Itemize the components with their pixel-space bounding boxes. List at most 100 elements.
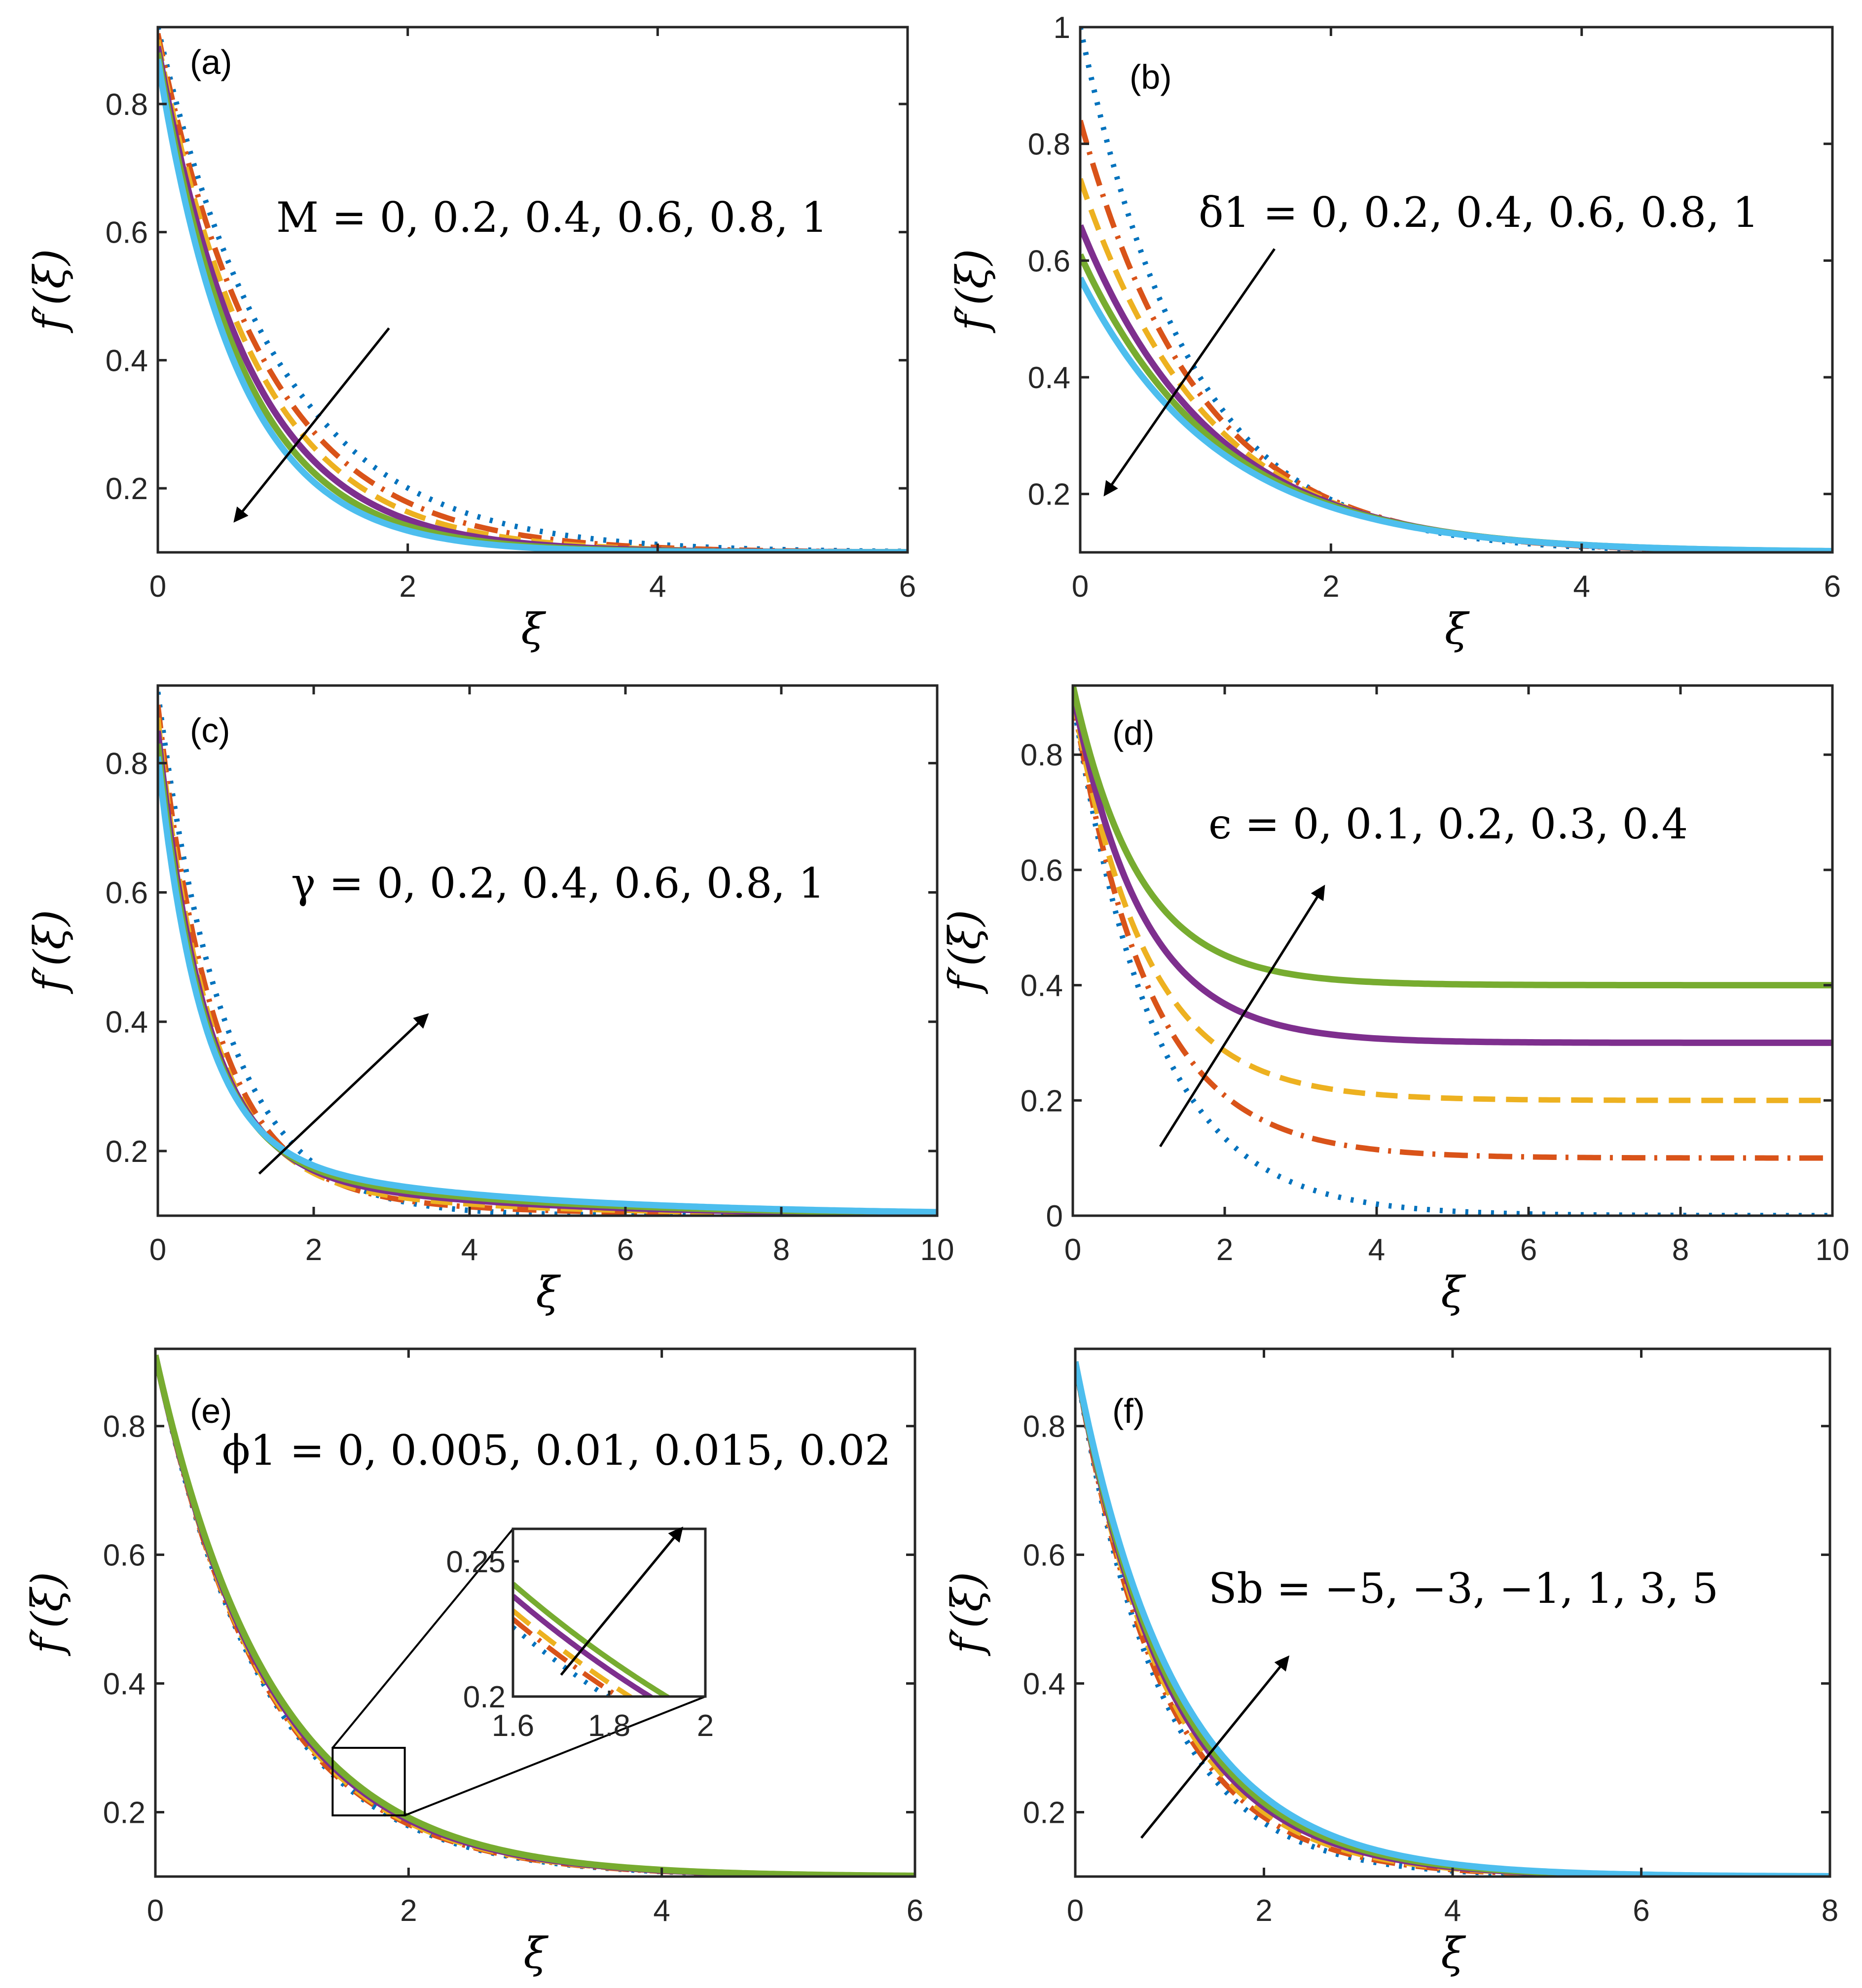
inset-series-line-blue <box>513 1625 612 1697</box>
series-line-cyan <box>1075 1361 1830 1877</box>
y-tick-label: 0.6 <box>1021 854 1063 888</box>
axes-box <box>1071 684 1834 1217</box>
x-tick-label: 2 <box>399 570 416 604</box>
trend-arrow <box>1159 884 1325 1148</box>
axes-box <box>156 684 939 1217</box>
zoom-source-box <box>331 1747 406 1817</box>
inset-y-tick-label: 0.2 <box>463 1680 506 1714</box>
series-line-orange <box>1075 1361 1830 1877</box>
series-line-orange <box>158 33 908 552</box>
series-line-blue <box>158 27 908 552</box>
series-line-orange <box>158 704 937 1216</box>
y-tick-label: 0.2 <box>103 1796 146 1830</box>
series-group <box>1073 686 1832 1216</box>
axes-box <box>1079 26 1834 554</box>
series-line-orange <box>1080 119 1832 552</box>
x-tick-label: 8 <box>773 1233 790 1267</box>
series-group <box>1080 27 1832 552</box>
series-line-green <box>1075 1361 1830 1877</box>
x-tick-label: 6 <box>907 1894 923 1928</box>
parameter-annotation: Sb = −5, −3, −1, 1, 3, 5 <box>1208 1564 1718 1613</box>
y-tick-label: 0.6 <box>103 1539 146 1573</box>
y-tick-label: 0.6 <box>1028 244 1070 278</box>
inset-x-tick-label: 1.8 <box>588 1709 630 1743</box>
panel-d: 0 2 4 6 8 10 0 0.2 0.4 0.6 0.8 ξ f′(ξ) (d) ϵ = 0, 0.1,… <box>940 684 1849 1317</box>
x-tick-label: 6 <box>1633 1894 1649 1928</box>
y-tick-label: 0.4 <box>1021 969 1063 1003</box>
x-tick-label: 0 <box>1067 1894 1084 1928</box>
y-tick-label: 0.6 <box>106 876 148 910</box>
panel-label: (c) <box>190 711 230 750</box>
panel-label: (e) <box>190 1392 232 1430</box>
inset-x-tick-label: 2 <box>697 1709 714 1743</box>
x-axis-label: ξ <box>1445 605 1470 654</box>
trend-arrow <box>1140 1655 1290 1839</box>
y-tick-label: 0.8 <box>1028 128 1070 162</box>
y-axis-label: f′(ξ) <box>25 249 74 334</box>
y-axis-label: f′(ξ) <box>943 1572 992 1657</box>
series-line-purple <box>1075 1361 1830 1877</box>
series-line-purple <box>1073 690 1832 1046</box>
y-tick-label: 0 <box>1046 1199 1063 1233</box>
trend-arrow <box>1103 248 1276 497</box>
inset-series-line-purple <box>513 1594 655 1697</box>
x-axis-label: ξ <box>521 605 546 654</box>
y-tick-label: 0.4 <box>106 344 148 378</box>
inset-series-line-green <box>513 1582 672 1697</box>
series-line-cyan <box>158 756 937 1216</box>
inset-series-group <box>513 1582 672 1697</box>
x-tick-label: 4 <box>1444 1894 1461 1928</box>
x-tick-label: 0 <box>149 570 166 604</box>
inset-zoom: 1.6 1.8 2 0.2 0.25 <box>331 1526 714 1817</box>
y-axis-label: f′(ξ) <box>25 910 74 995</box>
series-line-yellow <box>1080 178 1832 552</box>
inset-y-tick-label: 0.25 <box>446 1545 506 1579</box>
trend-arrow <box>233 327 390 523</box>
x-tick-label: 8 <box>1672 1233 1689 1267</box>
panel-f: 0 2 4 6 8 0.2 0.4 0.6 0.8 ξ f′(ξ) (f) Sb = −5, −3, −… <box>943 1347 1838 1978</box>
y-tick-label: 0.2 <box>106 1135 148 1169</box>
panel-label: (f) <box>1112 1392 1145 1430</box>
y-tick-label: 0.8 <box>106 88 148 122</box>
series-line-blue <box>1075 1361 1830 1877</box>
zoom-connector <box>404 1696 706 1816</box>
trend-arrow <box>258 1013 429 1175</box>
parameter-annotation: M = 0, 0.2, 0.4, 0.6, 0.8, 1 <box>276 193 828 242</box>
series-group <box>155 1354 915 1877</box>
x-tick-label: 6 <box>617 1233 634 1267</box>
parameter-annotation: ϵ = 0, 0.1, 0.2, 0.3, 0.4 <box>1208 800 1688 848</box>
panel-label: (a) <box>190 43 232 81</box>
series-line-green <box>155 1354 915 1877</box>
x-tick-label: 4 <box>1368 1233 1385 1267</box>
x-tick-label: 4 <box>461 1233 478 1267</box>
axes-box <box>154 1347 916 1878</box>
x-tick-label: 8 <box>1822 1894 1838 1928</box>
y-tick-label: 0.8 <box>103 1410 146 1444</box>
y-tick-label: 0.4 <box>1023 1667 1065 1701</box>
x-tick-label: 6 <box>1520 1233 1537 1267</box>
y-tick-label: 0.8 <box>106 747 148 781</box>
parameter-annotation: δ1 = 0, 0.2, 0.4, 0.6, 0.8, 1 <box>1199 188 1759 237</box>
x-tick-label: 6 <box>899 570 916 604</box>
x-tick-label: 2 <box>1322 570 1339 604</box>
parameter-annotation: ϕ1 = 0, 0.005, 0.01, 0.015, 0.02 <box>222 1426 891 1475</box>
series-line-green <box>1073 686 1832 989</box>
series-line-yellow <box>1075 1361 1830 1877</box>
series-line-blue <box>1073 696 1832 1216</box>
y-tick-label: 0.6 <box>106 216 148 250</box>
y-tick-label: 0.8 <box>1021 738 1063 772</box>
panel-e: 0 2 4 6 0.2 0.4 0.6 0.8 ξ f′(ξ) (e)ϕ1 = 0, 0.005, … <box>23 1347 923 1978</box>
panel-c: 0 2 4 6 8 10 0.2 0.4 0.6 0.8 ξ f′(ξ) (c) γ = 0, 0.2, … <box>25 684 954 1317</box>
x-tick-label: 0 <box>149 1233 166 1267</box>
y-tick-label: 0.2 <box>106 472 148 506</box>
y-tick-label: 0.2 <box>1023 1796 1065 1830</box>
inset-x-tick-label: 1.6 <box>492 1709 534 1743</box>
y-tick-label: 0.2 <box>1028 478 1070 512</box>
series-group <box>158 27 908 552</box>
axes-box <box>156 26 909 554</box>
series-line-orange <box>1073 696 1832 1161</box>
y-tick-label: 0.8 <box>1023 1410 1065 1444</box>
y-axis-label: f′(ξ) <box>948 249 997 334</box>
x-tick-label: 4 <box>649 570 666 604</box>
